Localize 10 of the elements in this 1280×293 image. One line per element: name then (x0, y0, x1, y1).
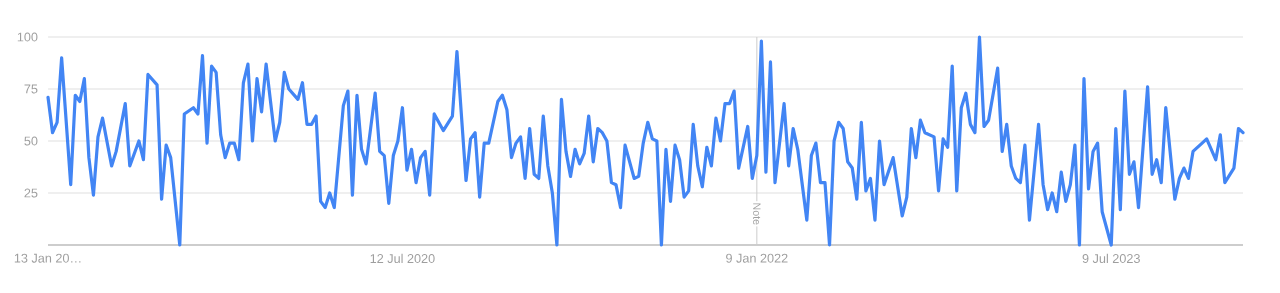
x-tick-label: 12 Jul 2020 (370, 253, 435, 264)
line-series (46, 35, 1245, 247)
y-tick-label: 25 (24, 188, 38, 198)
x-tick-label: 13 Jan 20… (14, 253, 81, 263)
y-tick-label: 50 (24, 136, 38, 146)
y-tick-label: 75 (24, 84, 38, 94)
x-tick-label: 9 Jan 2022 (726, 253, 788, 263)
x-tick-label: 9 Jul 2023 (1082, 253, 1140, 264)
ref-line-label: Note (753, 203, 761, 225)
y-tick-label: 100 (17, 32, 38, 42)
